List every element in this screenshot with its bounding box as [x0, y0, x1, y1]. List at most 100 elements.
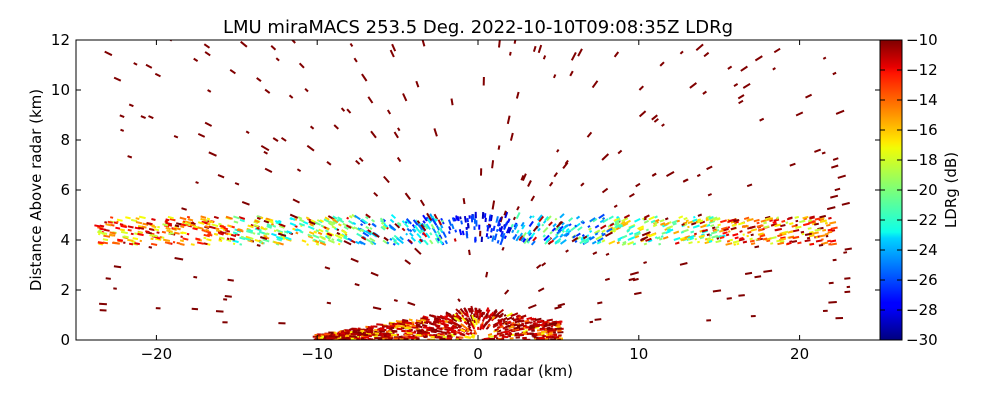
data-cell	[548, 221, 553, 227]
data-cell	[661, 123, 665, 127]
data-cell	[346, 108, 352, 114]
data-cell	[429, 232, 433, 236]
data-cell	[664, 217, 669, 221]
data-cell	[393, 240, 398, 245]
data-cell	[236, 228, 244, 233]
data-cell	[680, 230, 684, 234]
data-cell	[200, 215, 207, 219]
data-cell	[438, 236, 442, 241]
data-cell	[327, 239, 335, 244]
data-cell	[155, 237, 162, 241]
data-cell	[353, 57, 358, 63]
data-cell	[326, 161, 332, 166]
data-cell	[464, 335, 472, 339]
data-cell	[448, 313, 455, 319]
data-cell	[621, 222, 629, 228]
data-cell	[417, 240, 422, 245]
data-cell	[309, 222, 314, 227]
data-cell	[763, 221, 767, 225]
data-cell	[396, 327, 403, 331]
data-cell	[742, 233, 745, 236]
data-cell	[542, 55, 547, 60]
data-cell	[737, 94, 745, 100]
data-cell	[732, 240, 740, 244]
data-cell	[480, 311, 484, 318]
data-cell	[439, 240, 444, 245]
plot-frame	[75, 39, 881, 341]
data-cell	[820, 219, 827, 223]
data-cell	[435, 325, 440, 328]
data-cell	[592, 218, 598, 223]
data-cell	[260, 226, 264, 229]
data-cell	[105, 223, 112, 227]
data-cell	[660, 222, 666, 226]
data-cell	[547, 329, 554, 332]
data-cell	[326, 301, 332, 305]
data-cell	[463, 320, 469, 326]
data-cell	[506, 115, 511, 125]
data-cell	[376, 323, 384, 326]
data-cell	[554, 327, 563, 331]
data-cell	[218, 239, 223, 242]
data-cell	[105, 277, 111, 280]
data-cell	[142, 222, 149, 226]
data-cell	[377, 328, 385, 331]
data-cell	[289, 222, 297, 227]
data-cell	[455, 215, 459, 221]
data-cell	[464, 312, 468, 317]
data-cell	[776, 216, 780, 219]
data-cell	[217, 231, 225, 235]
data-cell	[367, 222, 371, 226]
data-cell	[261, 242, 264, 245]
data-cell	[697, 219, 704, 224]
data-cell	[542, 234, 546, 238]
data-cell	[460, 220, 463, 225]
data-cell	[253, 220, 259, 225]
data-cell	[389, 218, 395, 224]
data-cell	[382, 224, 387, 230]
colorbar-label: LDRg (dB)	[942, 152, 960, 228]
data-cell	[692, 215, 696, 219]
data-cell	[380, 226, 386, 231]
data-cell	[485, 313, 490, 319]
data-cell	[408, 318, 413, 322]
data-cell	[162, 238, 171, 242]
data-cell	[145, 63, 153, 69]
data-cell	[398, 325, 405, 328]
data-cell	[650, 219, 656, 224]
data-cell	[137, 226, 145, 230]
data-cell	[821, 151, 826, 155]
data-cell	[123, 235, 129, 239]
colorbar-tick-label: −18	[906, 151, 938, 169]
data-cell	[697, 213, 703, 217]
data-cell	[431, 314, 437, 318]
data-cell	[659, 61, 665, 67]
data-cell	[654, 218, 660, 223]
data-cell	[529, 215, 533, 219]
data-cell	[236, 229, 242, 233]
data-cell	[247, 224, 254, 229]
data-cell	[350, 257, 359, 263]
data-cell	[396, 156, 402, 163]
data-cell	[99, 224, 105, 228]
data-cell	[240, 40, 248, 48]
data-cell	[331, 238, 335, 242]
data-cell	[648, 215, 655, 221]
data-cell	[314, 221, 321, 226]
data-cell	[711, 216, 718, 221]
data-cell	[324, 216, 330, 221]
data-cell	[295, 231, 299, 235]
data-cell	[504, 289, 510, 295]
data-cell	[219, 224, 226, 229]
data-cell	[496, 329, 502, 333]
data-cell	[512, 216, 517, 221]
data-cell	[208, 220, 212, 224]
data-cell	[448, 226, 452, 231]
data-cell	[408, 239, 413, 244]
data-cell	[422, 220, 426, 224]
data-cell	[191, 307, 199, 311]
data-cell	[260, 144, 270, 152]
data-cell	[358, 157, 364, 162]
data-cell	[794, 215, 800, 219]
data-cell	[450, 223, 455, 230]
